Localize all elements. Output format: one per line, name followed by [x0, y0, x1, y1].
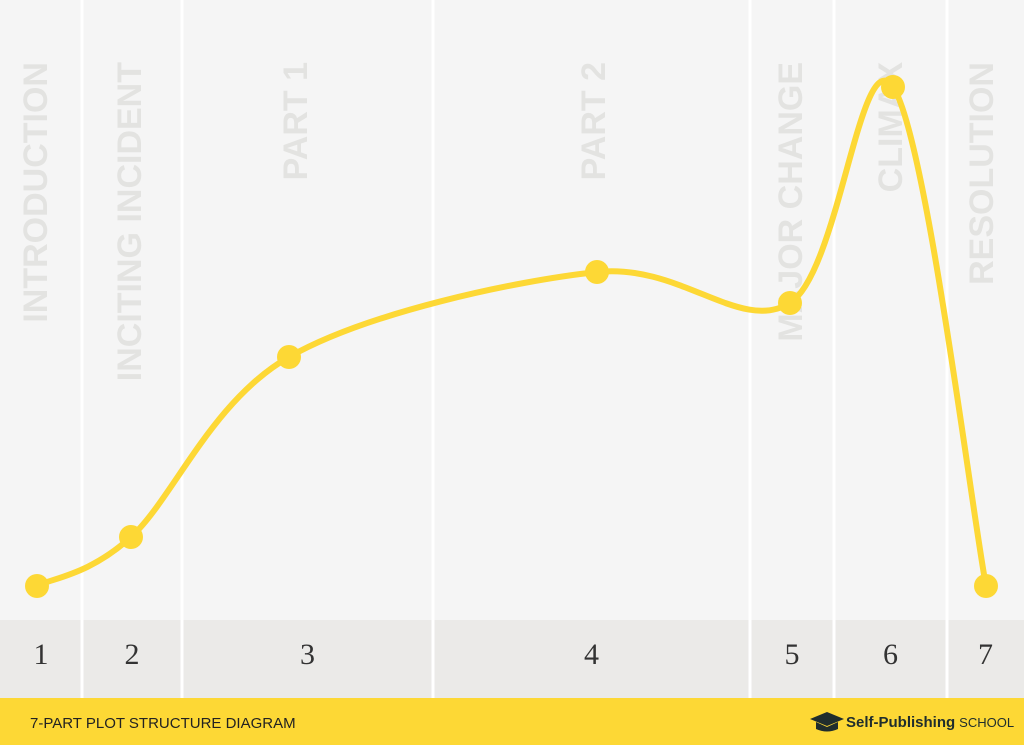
plot-point: [25, 574, 49, 598]
footer-title: 7-PART PLOT STRUCTURE DIAGRAM: [30, 715, 296, 732]
section-number: 1: [34, 638, 49, 671]
brand: Self-Publishing SCHOOL: [846, 714, 1014, 731]
section-number: 4: [584, 638, 599, 671]
section-number: 2: [125, 638, 140, 671]
section-label: PART 1: [277, 62, 315, 180]
plot-curve: [34, 77, 989, 589]
plot-point: [277, 345, 301, 369]
background: [0, 0, 1024, 620]
brand-name: Self-Publishing: [846, 714, 955, 731]
number-band: [0, 620, 1024, 698]
logo: Self-Publishing SCHOOL: [810, 712, 1014, 732]
section-number: 3: [300, 638, 315, 671]
plot-point: [881, 75, 905, 99]
section-label: RESOLUTION: [963, 62, 1001, 285]
section-label: INTRODUCTION: [17, 62, 55, 323]
plot-point: [585, 260, 609, 284]
section-number: 6: [883, 638, 898, 671]
plot-point: [119, 525, 143, 549]
section-label: INCITING INCIDENT: [111, 62, 149, 381]
section-number: 5: [785, 638, 800, 671]
plot-point: [974, 574, 998, 598]
section-number: 7: [978, 638, 993, 671]
brand-suffix: SCHOOL: [959, 715, 1014, 730]
section-label: PART 2: [575, 62, 613, 180]
plot-point: [778, 291, 802, 315]
footer-band: [0, 698, 1024, 745]
